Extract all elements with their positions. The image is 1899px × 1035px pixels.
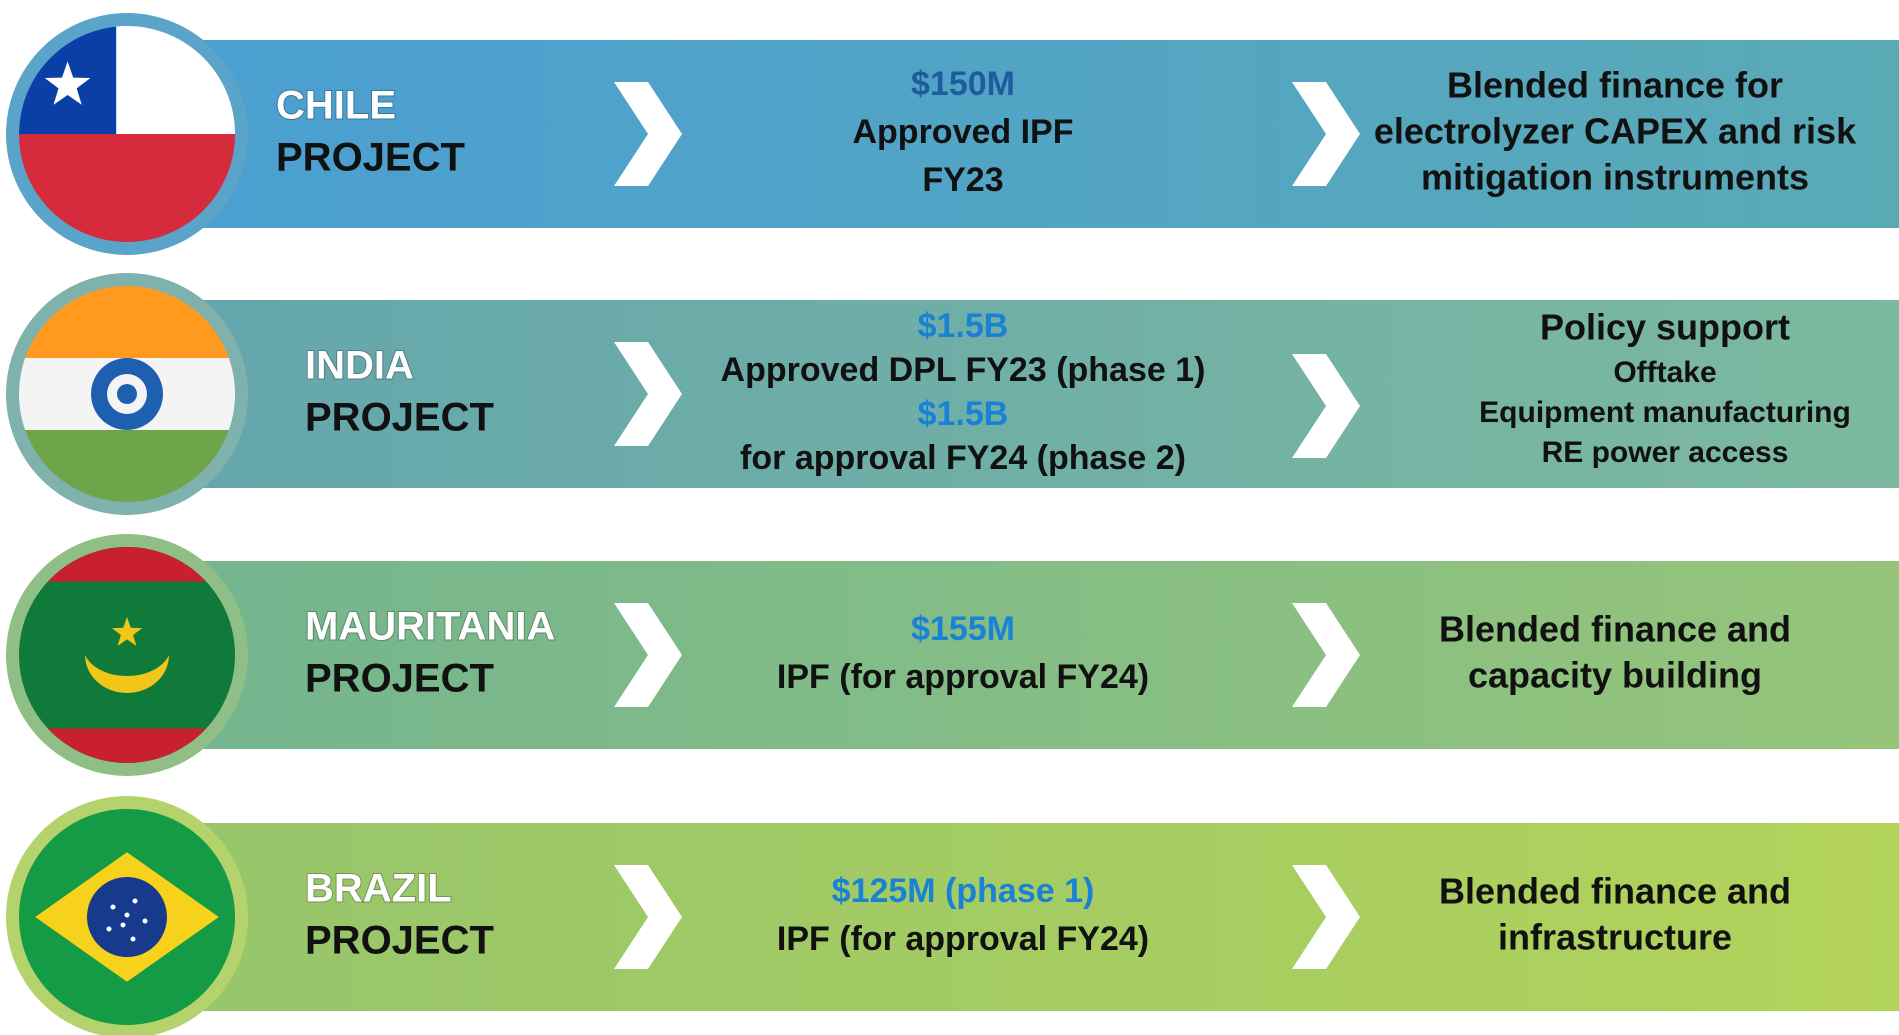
chevron (1292, 603, 1360, 707)
funding-detail: Approved IPF (852, 113, 1073, 151)
funding-amount: $150M (911, 65, 1015, 103)
flag-star (132, 898, 138, 904)
flag-green (19, 547, 235, 763)
chevron (614, 603, 682, 707)
project-label: PROJECT (305, 657, 494, 701)
flag-star (120, 922, 126, 928)
banner (157, 300, 1899, 488)
project-row: MAURITANIA PROJECT $155M IPF (for approval … (6, 534, 1899, 776)
description-line: Policy support (1540, 307, 1790, 348)
description-line: electrolyzer CAPEX and risk (1374, 111, 1857, 152)
flag-star (110, 904, 116, 910)
flag-star (106, 926, 112, 932)
funding-detail: for approval FY24 (phase 2) (740, 439, 1186, 477)
funding-detail: IPF (for approval FY24) (777, 920, 1149, 958)
flag-star (124, 912, 130, 918)
project-label: PROJECT (276, 136, 465, 180)
funding-detail: IPF (for approval FY24) (777, 658, 1149, 696)
chevron (614, 342, 682, 446)
flag-green (19, 430, 235, 502)
flag (19, 809, 235, 1025)
flag-star (142, 918, 148, 924)
country-name: BRAZIL (305, 867, 452, 911)
funding-detail: Approved DPL FY23 (phase 1) (721, 351, 1206, 389)
flag (19, 547, 235, 763)
description-line: Blended finance for (1447, 65, 1783, 106)
project-label: PROJECT (305, 919, 494, 963)
description-line: mitigation instruments (1421, 157, 1809, 198)
chevron (1292, 82, 1360, 186)
flag-chakra-hub (117, 384, 137, 404)
chevron (1292, 865, 1360, 969)
flag-star (111, 617, 143, 646)
project-row: INDIA PROJECT $1.5B Approved DPL FY23 (phas… (6, 273, 1899, 515)
flag (19, 26, 235, 242)
description-line: capacity building (1468, 655, 1762, 696)
description-line: Equipment manufacturing (1479, 396, 1851, 429)
flag-crescent (85, 655, 169, 693)
flag-star (130, 936, 136, 942)
funding-amount: $1.5B (918, 395, 1009, 433)
chevron (614, 865, 682, 969)
project-row: CHILE PROJECT $150M Approved IPF FY23 Blended… (6, 13, 1899, 255)
banner (157, 561, 1899, 749)
country-name: CHILE (276, 84, 396, 128)
description-line: infrastructure (1498, 917, 1732, 958)
description-line: Offtake (1613, 356, 1716, 389)
country-name: INDIA (305, 344, 414, 388)
flag (19, 286, 235, 502)
funding-amount: $125M (phase 1) (832, 872, 1095, 910)
flag-star (44, 61, 91, 105)
project-row: BRAZIL PROJECT $125M (phase 1) IPF (for app… (6, 796, 1899, 1035)
chevron (614, 82, 682, 186)
description-line: Blended finance and (1439, 609, 1791, 650)
funding-amount: $155M (911, 610, 1015, 648)
funding-detail: FY23 (922, 161, 1003, 199)
description-line: Blended finance and (1439, 871, 1791, 912)
chevron (1292, 354, 1360, 458)
description-line: RE power access (1542, 436, 1789, 469)
country-name: MAURITANIA (305, 605, 555, 649)
banner (157, 40, 1899, 228)
banner (157, 823, 1899, 1011)
funding-amount: $1.5B (918, 307, 1009, 345)
flag-saffron (19, 286, 235, 358)
project-label: PROJECT (305, 396, 494, 440)
